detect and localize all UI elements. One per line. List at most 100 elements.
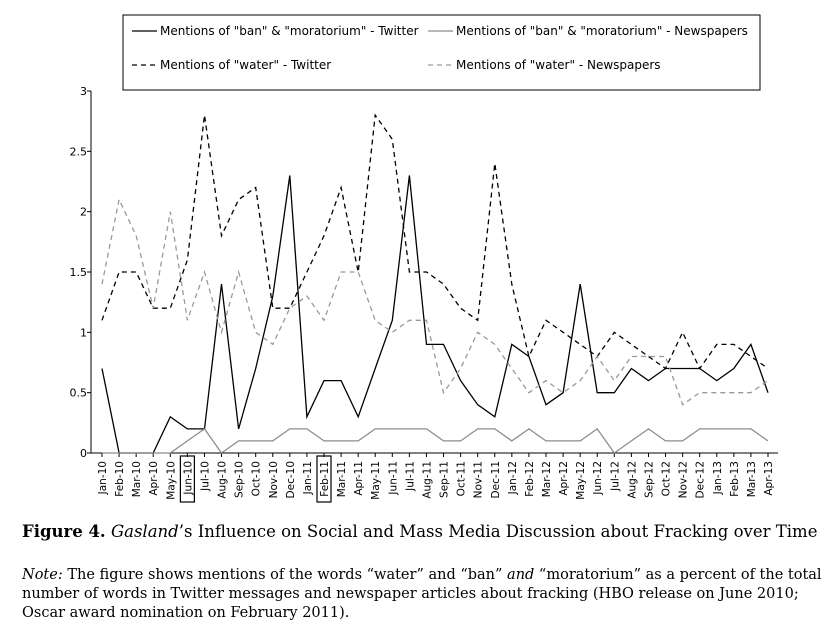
series-0-point — [306, 416, 308, 418]
chart-svg: Mentions of "ban" & "moratorium" - Twitt… — [70, 14, 778, 503]
x-tick-label: Dec-10 — [285, 461, 297, 498]
series-1-point — [340, 440, 342, 442]
series-1-point — [152, 452, 154, 454]
series-3-point — [152, 307, 154, 309]
series-group — [101, 113, 769, 454]
legend-label-1: Mentions of "ban" & "moratorium" - Newsp… — [456, 24, 748, 38]
series-2-point — [426, 271, 428, 273]
series-3-point — [716, 392, 718, 394]
series-2-point — [477, 319, 479, 321]
series-3-point — [443, 392, 445, 394]
series-1-point — [255, 440, 257, 442]
x-tick-label: Feb-11 — [319, 461, 331, 497]
figure-label: Figure 4. — [22, 522, 106, 541]
legend-label-0: Mentions of "ban" & "moratorium" - Twitt… — [160, 24, 419, 38]
series-1-point — [631, 440, 633, 442]
y-tick-label: 2.5 — [70, 145, 88, 158]
x-tick-label: Jan-12 — [507, 461, 519, 495]
series-0-point — [477, 404, 479, 406]
x-tick-label: Sep-11 — [439, 461, 451, 498]
axes: 0 0.5 1 1.5 2 2.5 3 Jan-10 Feb-10 Mar-10 Apr-10 May… — [70, 85, 778, 503]
series-1-point — [392, 428, 394, 430]
note-text-part1: The figure shows mentions of the words “… — [62, 567, 508, 583]
x-tick-label: Apr-13 — [763, 461, 775, 496]
series-1-point — [477, 428, 479, 430]
series-3-point — [665, 356, 667, 358]
series-2-point — [494, 163, 496, 165]
series-3-point — [733, 392, 735, 394]
y-tick-label: 1 — [80, 326, 87, 339]
series-0-point — [187, 428, 189, 430]
series-1-point — [272, 440, 274, 442]
y-tick-label: 0 — [80, 447, 87, 460]
figure-caption-title: Figure 4. Gasland’s Influence on Social … — [22, 521, 822, 543]
series-3-point — [255, 332, 257, 334]
x-tick-label: Mar-13 — [746, 461, 758, 497]
series-1-point — [511, 440, 513, 442]
note-text-italic: and — [507, 567, 535, 583]
x-tick-label: Feb-13 — [729, 461, 741, 497]
series-0-point — [460, 380, 462, 382]
x-tick-label: Apr-10 — [148, 461, 160, 496]
series-0-point — [289, 175, 291, 177]
series-2-point — [631, 344, 633, 346]
series-3-point — [579, 380, 581, 382]
series-3-point — [562, 392, 564, 394]
series-1-point — [545, 440, 547, 442]
series-2-point — [750, 356, 752, 358]
x-tick-label: Mar-12 — [541, 461, 553, 497]
series-2-point — [170, 307, 172, 309]
x-tick-label: Jun-10 — [182, 461, 194, 496]
series-1-point — [579, 440, 581, 442]
x-tick-label: May-12 — [575, 461, 587, 500]
series-1-point — [443, 440, 445, 442]
series-0-point — [255, 368, 257, 370]
series-3-point — [614, 380, 616, 382]
line-chart: Mentions of "ban" & "moratorium" - Twitt… — [70, 14, 778, 503]
series-3-point — [528, 392, 530, 394]
x-tick-label: Sep-10 — [234, 461, 246, 498]
x-tick-label: Jan-10 — [97, 461, 109, 495]
series-1-point — [596, 428, 598, 430]
series-2-point — [187, 259, 189, 261]
x-tick-label: Mar-11 — [336, 461, 348, 497]
series-3-point — [323, 319, 325, 321]
series-3-point — [460, 368, 462, 370]
series-3-point — [494, 344, 496, 346]
series-3-point — [306, 295, 308, 297]
series-0-point — [170, 416, 172, 418]
series-line-0 — [101, 175, 769, 454]
series-0-point — [392, 319, 394, 321]
series-0-point — [750, 344, 752, 346]
series-3-point — [426, 319, 428, 321]
series-3-point — [699, 392, 701, 394]
series-1-point — [562, 440, 564, 442]
series-3-point — [409, 319, 411, 321]
series-1-point — [665, 440, 667, 442]
series-line-3 — [101, 197, 769, 406]
series-0-point — [272, 295, 274, 297]
series-2-point — [101, 319, 103, 321]
series-3-point — [340, 271, 342, 273]
series-0-point — [238, 428, 240, 430]
series-0-point — [545, 404, 547, 406]
series-1-point — [750, 428, 752, 430]
series-2-point — [699, 368, 701, 370]
series-0-point — [648, 380, 650, 382]
series-1-point — [682, 440, 684, 442]
series-0-point — [716, 380, 718, 382]
series-1-point — [101, 452, 103, 454]
series-3-point — [648, 356, 650, 358]
series-0-point — [767, 392, 769, 394]
series-3-point — [374, 319, 376, 321]
figure-caption-note: Note: The figure shows mentions of the w… — [22, 566, 822, 623]
series-2-point — [733, 344, 735, 346]
series-0-point — [374, 368, 376, 370]
x-tick-label: Apr-12 — [558, 461, 570, 496]
series-3-point — [170, 211, 172, 213]
series-0-point — [323, 380, 325, 382]
series-1-point — [409, 428, 411, 430]
series-0-point — [443, 344, 445, 346]
series-3-point — [392, 332, 394, 334]
series-1-point — [238, 440, 240, 442]
